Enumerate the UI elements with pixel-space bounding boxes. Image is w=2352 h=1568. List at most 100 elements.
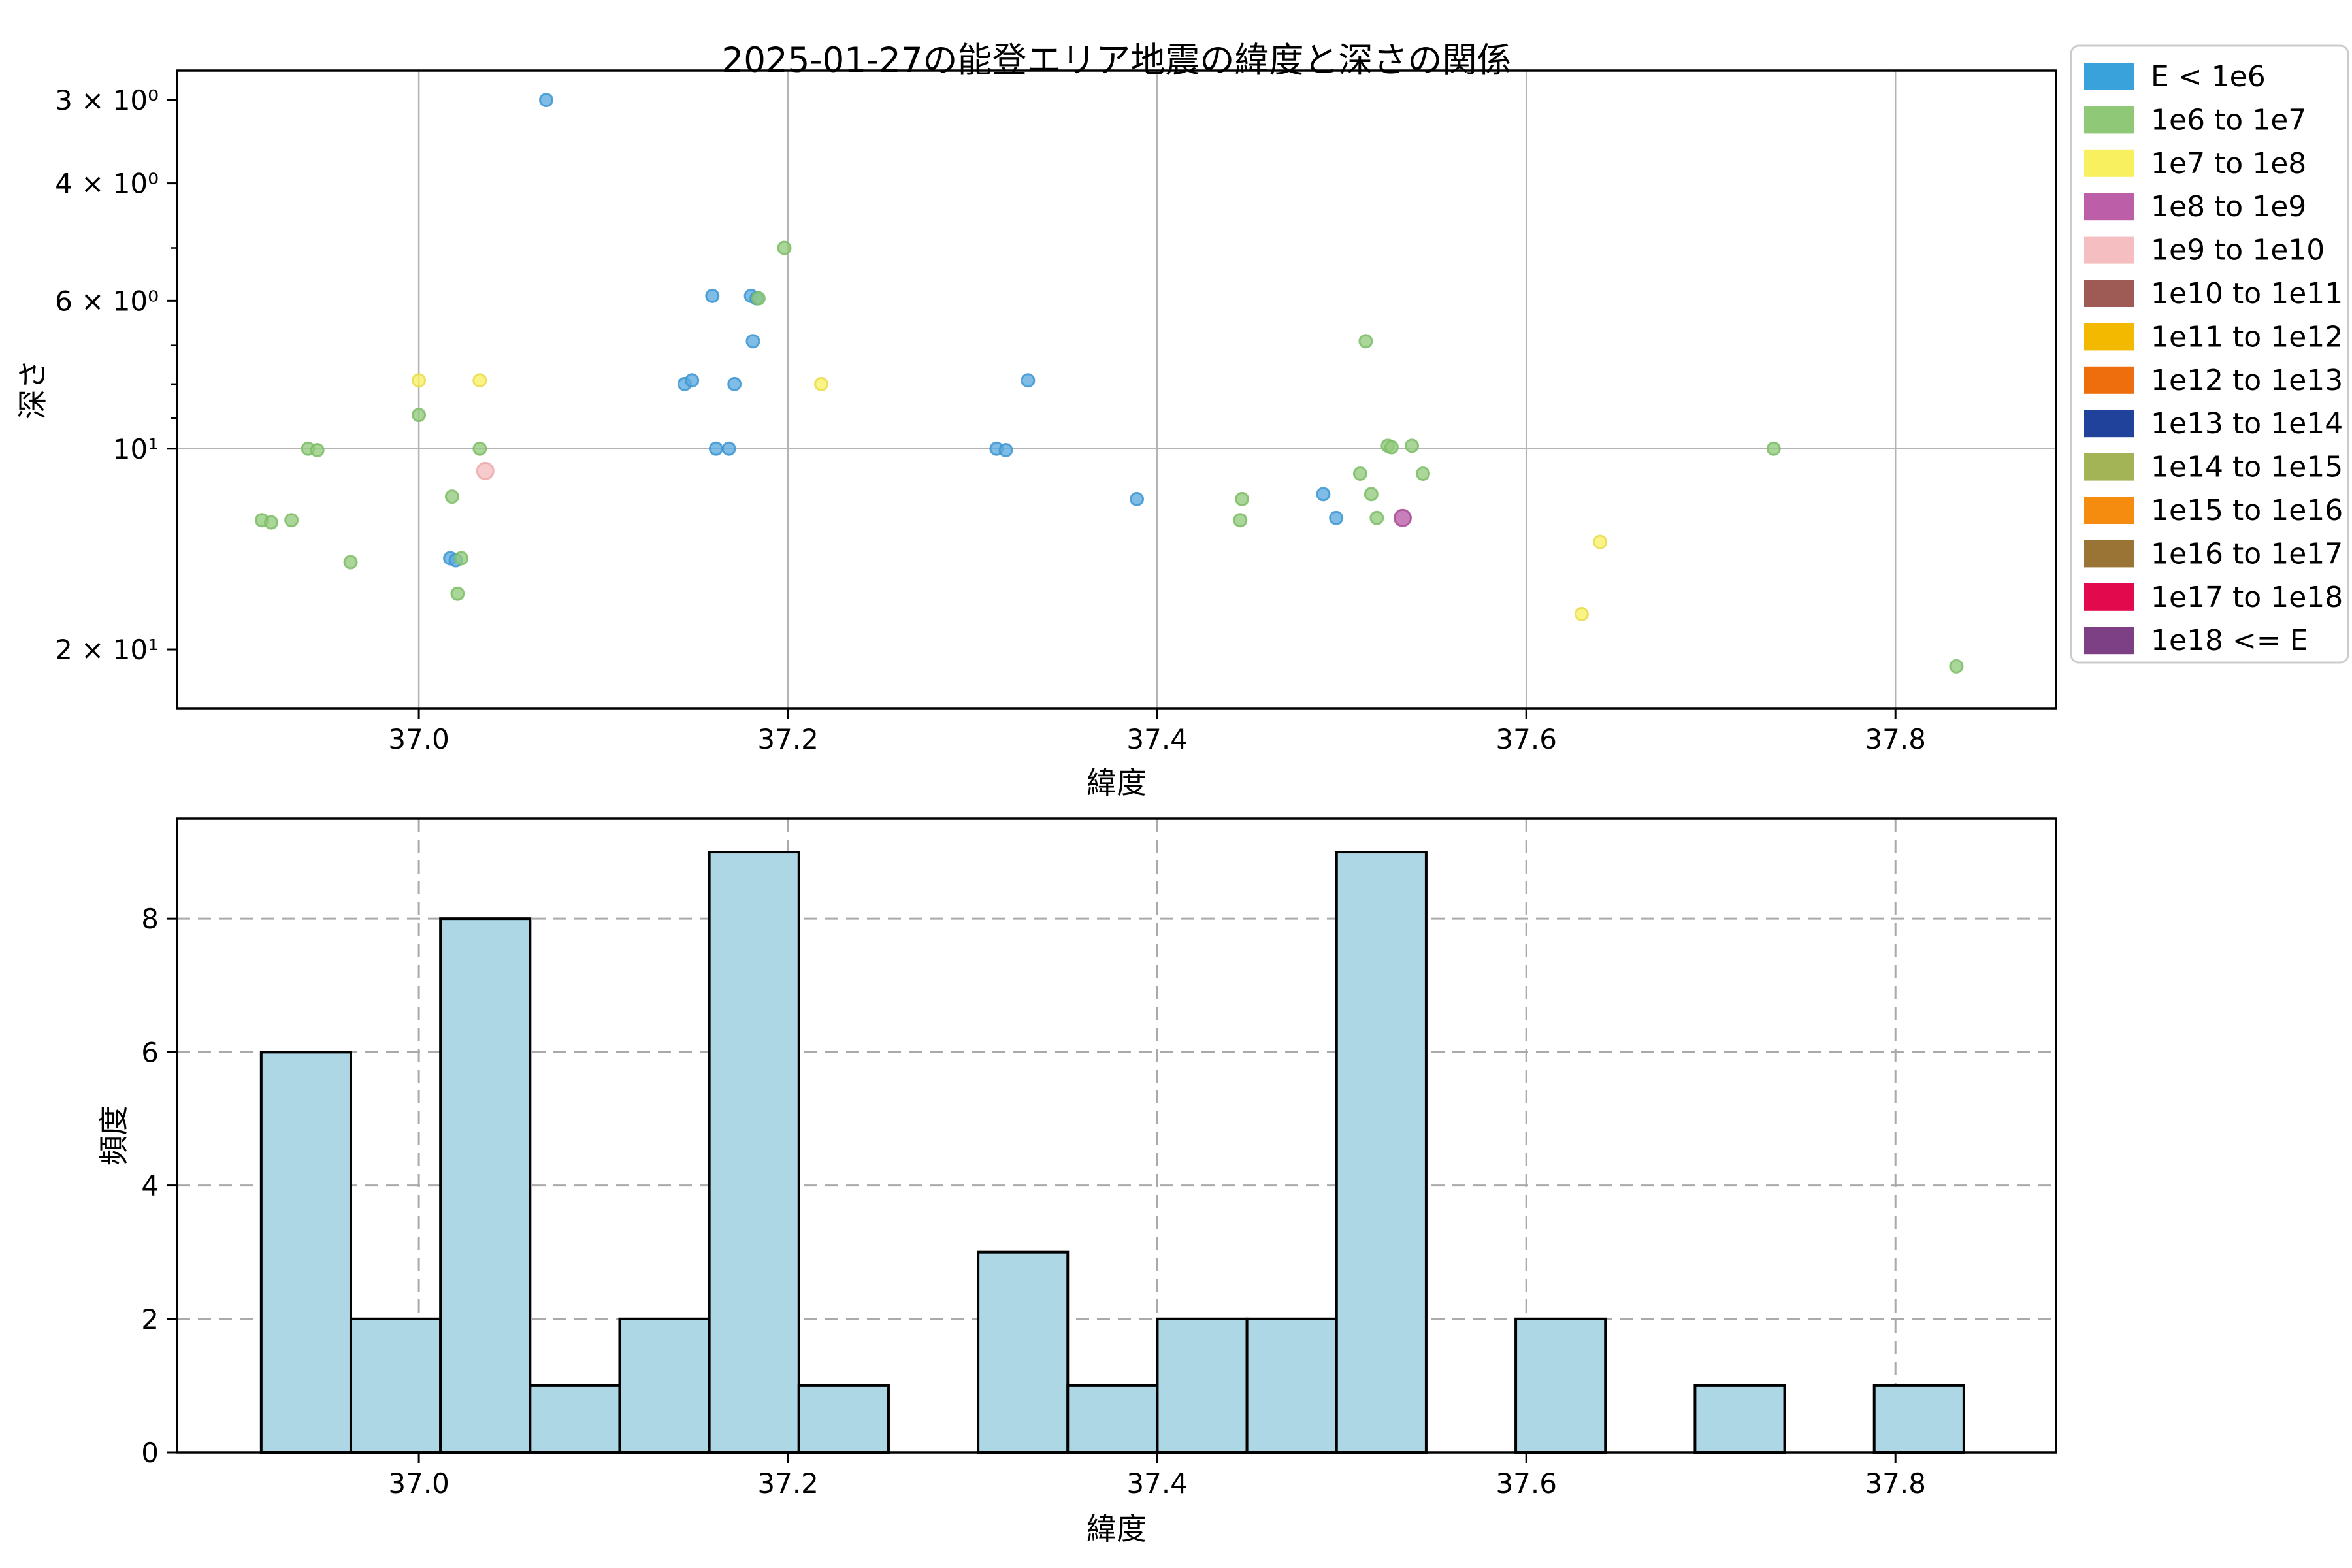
scatter-point [450, 586, 465, 601]
scatter-point [412, 373, 427, 388]
legend: E < 1e6 1e6 to 1e7 1e7 to 1e8 1e8 to 1e9 1e9… [2070, 44, 2349, 664]
scatter-gridlines [177, 71, 2056, 708]
histogram-bar [529, 1384, 621, 1454]
scatter-y-tick-label: 3 × 10⁰ [55, 84, 159, 116]
scatter-point [1316, 487, 1331, 502]
scatter-point [705, 288, 720, 303]
scatter-point [777, 240, 792, 255]
legend-entry-label: 1e14 to 1e15 [2151, 451, 2343, 484]
scatter-point [539, 93, 554, 108]
scatter-x-tick-label: 37.0 [388, 723, 449, 755]
scatter-point [264, 515, 279, 530]
legend-entry-label: 1e11 to 1e12 [2151, 320, 2343, 353]
histogram-ylabel: 頻度 [96, 1105, 131, 1166]
legend-swatch [2084, 410, 2134, 438]
scatter-x-tick-label: 37.4 [1126, 723, 1188, 755]
scatter-point [998, 442, 1013, 457]
scatter-frame [176, 69, 2057, 710]
scatter-point [1766, 441, 1781, 456]
scatter-point [1235, 491, 1250, 506]
legend-swatch [2084, 540, 2134, 568]
scatter-x-tick-label: 37.2 [757, 723, 819, 755]
legend-entry-label: 1e10 to 1e11 [2151, 277, 2343, 310]
scatter-point [1329, 510, 1344, 525]
legend-swatch [2084, 106, 2134, 134]
legend-entry-label: 1e12 to 1e13 [2151, 364, 2343, 397]
legend-swatch [2084, 627, 2134, 655]
scatter-point [472, 373, 487, 388]
histogram-y-tick-label: 8 [141, 903, 159, 935]
scatter-point [1364, 487, 1379, 502]
histogram-bar [977, 1250, 1070, 1454]
legend-entry-label: 1e8 to 1e9 [2151, 190, 2306, 223]
histogram-y-tick-label: 0 [141, 1437, 159, 1469]
scatter-point [1574, 606, 1589, 621]
histogram-x-tick-label: 37.4 [1126, 1467, 1188, 1499]
histogram-bar [439, 917, 532, 1454]
scatter-point [1233, 513, 1248, 528]
scatter-point [1393, 508, 1412, 527]
scatter-point [454, 551, 469, 566]
legend-frame [2070, 44, 2349, 664]
legend-swatch [2084, 236, 2134, 264]
scatter-point [708, 441, 723, 456]
scatter-point [1405, 438, 1420, 453]
histogram-ticks: 37.0 37.2 37.4 37.6 37.8 0 2 4 6 8 [141, 903, 1926, 1499]
scatter-point [1384, 440, 1399, 455]
scatter-point [745, 334, 760, 349]
legend-entry-label: 1e17 to 1e18 [2151, 581, 2343, 614]
legend-swatch [2084, 453, 2134, 481]
histogram-x-tick-label: 37.2 [757, 1467, 819, 1499]
legend-entry-label: 1e9 to 1e10 [2151, 234, 2325, 267]
scatter-y-tick-label: 10¹ [113, 433, 159, 465]
legend-swatch [2084, 149, 2134, 177]
histogram-bar [1245, 1317, 1338, 1454]
histogram-x-tick-label: 37.6 [1495, 1467, 1557, 1499]
scatter-title: 2025-01-27の能登エリア地震の緯度と深さの関係 [721, 41, 1511, 80]
scatter-point [343, 555, 358, 570]
scatter-ticks: 37.0 37.2 37.4 37.6 37.8 3 × 10⁰ 4 × 10⁰ 6 × 10… [55, 84, 1926, 755]
scatter-point [310, 442, 325, 457]
scatter-point [1021, 373, 1036, 388]
histogram-bar [1872, 1384, 1965, 1454]
scatter-point [476, 461, 495, 480]
scatter-xlabel: 緯度 [1086, 765, 1147, 800]
histogram-axes-box [176, 817, 2057, 1454]
legend-entry-label: 1e7 to 1e8 [2151, 147, 2306, 180]
histogram-xlabel: 緯度 [1086, 1511, 1147, 1546]
legend-swatch [2084, 63, 2134, 90]
scatter-x-tick-label: 37.8 [1865, 723, 1926, 755]
histogram-bar [797, 1384, 890, 1454]
histogram-bar [349, 1317, 442, 1454]
scatter-point [284, 513, 299, 528]
scatter-point [1593, 534, 1608, 549]
histogram-bar [1514, 1317, 1607, 1454]
scatter-point [813, 376, 828, 391]
histogram-bar [1693, 1384, 1786, 1454]
legend-entry-label: 1e16 to 1e17 [2151, 537, 2343, 570]
scatter-point [1352, 466, 1367, 481]
histogram-bar [259, 1051, 352, 1454]
legend-swatch [2084, 193, 2134, 221]
scatter-point [685, 373, 700, 388]
histogram-x-tick-label: 37.0 [388, 1467, 449, 1499]
scatter-x-tick-label: 37.6 [1495, 723, 1557, 755]
scatter-point [444, 489, 459, 504]
scatter-point [751, 291, 766, 306]
legend-entry-label: 1e6 to 1e7 [2151, 103, 2306, 137]
histogram-bar [1335, 851, 1428, 1454]
legend-swatch [2084, 497, 2134, 524]
histogram-y-tick-label: 4 [141, 1170, 159, 1202]
scatter-point [727, 376, 742, 391]
histogram-x-tick-label: 37.8 [1865, 1467, 1926, 1499]
scatter-y-tick-label: 4 × 10⁰ [55, 168, 159, 200]
scatter-point [1415, 466, 1430, 481]
legend-entry-label: 1e13 to 1e14 [2151, 407, 2343, 440]
histogram-bars-layer [259, 851, 1965, 1454]
legend-swatch [2084, 280, 2134, 307]
histogram-bar [708, 851, 800, 1454]
histogram-bar [618, 1317, 711, 1454]
legend-entry-label: E < 1e6 [2151, 60, 2266, 93]
legend-entry-label: 1e15 to 1e16 [2151, 494, 2343, 527]
